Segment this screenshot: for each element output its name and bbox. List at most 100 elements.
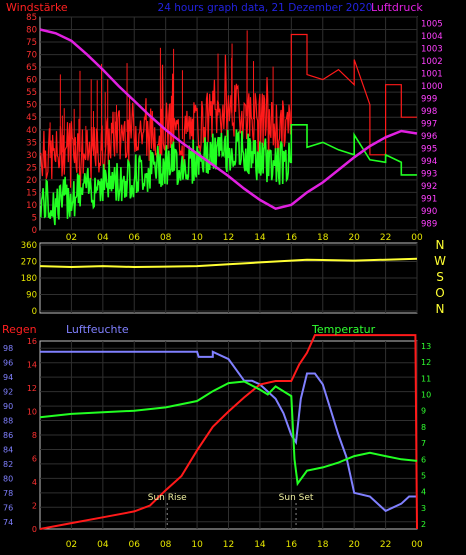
pressure-tick: 998 bbox=[421, 107, 437, 117]
x-tick-label: 16 bbox=[286, 233, 298, 243]
temperature-tick: 7 bbox=[421, 439, 426, 448]
x-tick-label: 08 bbox=[160, 233, 172, 243]
temperature-tick: 10 bbox=[421, 390, 431, 399]
rain-tick: 4 bbox=[32, 478, 37, 487]
wind-tick: 50 bbox=[26, 101, 37, 111]
middle-grid bbox=[40, 243, 418, 313]
rain-tick: 16 bbox=[27, 337, 37, 346]
sunrise-label: Sun Rise bbox=[148, 493, 187, 503]
direction-tick: 180 bbox=[21, 274, 37, 284]
rain-title: Regen bbox=[2, 323, 37, 336]
x-tick-label: 20 bbox=[348, 540, 360, 550]
pressure-tick: 996 bbox=[421, 132, 437, 142]
pressure-tick: 989 bbox=[421, 220, 437, 230]
pressure-tick: 997 bbox=[421, 120, 437, 130]
direction-tick: 360 bbox=[21, 241, 37, 251]
wind-tick: 85 bbox=[26, 13, 37, 23]
x-tick-label: 18 bbox=[317, 540, 329, 550]
x-tick-label: 04 bbox=[97, 540, 109, 550]
x-tick-label: 16 bbox=[286, 540, 298, 550]
temperature-tick: 3 bbox=[421, 504, 426, 513]
pressure-axis-ticks: 1005 1004 1003 1002 1001 1000 999 998 997 996 995 9… bbox=[421, 19, 443, 229]
series-pressure bbox=[39, 28, 418, 211]
rain-tick: 10 bbox=[27, 408, 37, 417]
pressure-tick: 994 bbox=[421, 157, 437, 167]
temperature-tick: 9 bbox=[421, 407, 426, 416]
x-tick-label: 22 bbox=[380, 540, 391, 550]
x-tick-label: 10 bbox=[191, 233, 203, 243]
humidity-tick: 90 bbox=[3, 402, 13, 411]
x-tick-label: 02 bbox=[66, 540, 77, 550]
direction-tick: 0 bbox=[32, 307, 37, 317]
temperature-tick: 4 bbox=[421, 488, 426, 497]
wind-tick: 25 bbox=[26, 163, 37, 173]
wind-title: Windstärke bbox=[6, 1, 68, 14]
temperature-tick: 8 bbox=[421, 423, 426, 432]
direction-axis-ticks: 360 270 180 90 0 bbox=[21, 241, 37, 317]
rain-tick: 14 bbox=[27, 361, 37, 370]
x-tick-label: 06 bbox=[129, 540, 141, 550]
rain-tick: 12 bbox=[27, 384, 37, 393]
wind-tick: 70 bbox=[26, 51, 37, 61]
direction-letter: N bbox=[436, 238, 445, 252]
wind-tick: 30 bbox=[26, 151, 37, 161]
x-tick-label: 00 bbox=[411, 233, 423, 243]
series-temperature bbox=[39, 380, 418, 487]
direction-letter: S bbox=[436, 270, 444, 284]
pressure-tick: 1000 bbox=[421, 82, 443, 92]
sunset-label: Sun Set bbox=[279, 493, 314, 503]
direction-letter: O bbox=[435, 286, 444, 300]
x-tick-label: 08 bbox=[160, 540, 172, 550]
pressure-tick: 993 bbox=[421, 170, 437, 180]
rain-tick: 8 bbox=[32, 431, 37, 440]
rain-tick: 0 bbox=[32, 525, 37, 534]
humidity-tick: 76 bbox=[3, 503, 13, 512]
pressure-tick: 1003 bbox=[421, 44, 443, 54]
humidity-tick: 78 bbox=[3, 489, 13, 498]
wind-tick: 60 bbox=[26, 76, 37, 86]
humidity-title: Luftfeuchte bbox=[66, 323, 129, 336]
series-humidity bbox=[40, 350, 417, 513]
wind-tick: 45 bbox=[26, 113, 37, 123]
pressure-tick: 1001 bbox=[421, 69, 443, 79]
x-tick-label: 14 bbox=[254, 540, 266, 550]
direction-letter: W bbox=[434, 254, 446, 268]
pressure-tick: 992 bbox=[421, 182, 437, 192]
rain-tick: 2 bbox=[32, 502, 37, 511]
x-tick-label: 10 bbox=[191, 540, 203, 550]
pressure-tick: 1005 bbox=[421, 19, 443, 29]
temperature-tick: 12 bbox=[421, 358, 431, 367]
rain-axis-ticks: 16 14 12 10 8 6 4 2 0 bbox=[27, 337, 37, 534]
temperature-axis-ticks: 13 12 11 10 9 8 7 6 5 4 3 2 bbox=[421, 342, 431, 529]
wind-tick: 80 bbox=[26, 26, 37, 36]
x-tick-label: 14 bbox=[254, 233, 266, 243]
series-wind-direction bbox=[39, 257, 418, 269]
bottom-grid bbox=[40, 341, 418, 529]
wind-tick: 20 bbox=[26, 176, 37, 186]
series-wind-strength bbox=[40, 33, 417, 197]
humidity-tick: 94 bbox=[3, 373, 13, 382]
humidity-tick: 82 bbox=[3, 460, 13, 469]
wind-tick: 10 bbox=[26, 201, 37, 211]
series-rain bbox=[39, 334, 418, 530]
wind-tick: 0 bbox=[32, 226, 37, 236]
x-tick-label: 12 bbox=[223, 540, 234, 550]
top-x-axis-ticks: 02 04 06 08 10 12 14 16 18 20 22 00 bbox=[66, 233, 423, 243]
x-tick-label: 06 bbox=[129, 233, 141, 243]
temperature-tick: 13 bbox=[421, 342, 431, 351]
humidity-tick: 80 bbox=[3, 474, 13, 483]
x-tick-label: 20 bbox=[348, 233, 360, 243]
bottom-x-axis-ticks: 02 04 06 08 10 12 14 16 18 20 22 00 bbox=[66, 540, 423, 550]
pressure-title: Luftdruck bbox=[371, 1, 423, 14]
wind-tick: 40 bbox=[26, 126, 37, 136]
wind-tick: 35 bbox=[26, 138, 37, 148]
x-tick-label: 12 bbox=[223, 233, 234, 243]
pressure-tick: 991 bbox=[421, 195, 437, 205]
wind-tick: 65 bbox=[26, 63, 37, 73]
humidity-tick: 96 bbox=[3, 359, 13, 368]
temperature-title: Temperatur bbox=[311, 323, 376, 336]
pressure-tick: 995 bbox=[421, 145, 437, 155]
